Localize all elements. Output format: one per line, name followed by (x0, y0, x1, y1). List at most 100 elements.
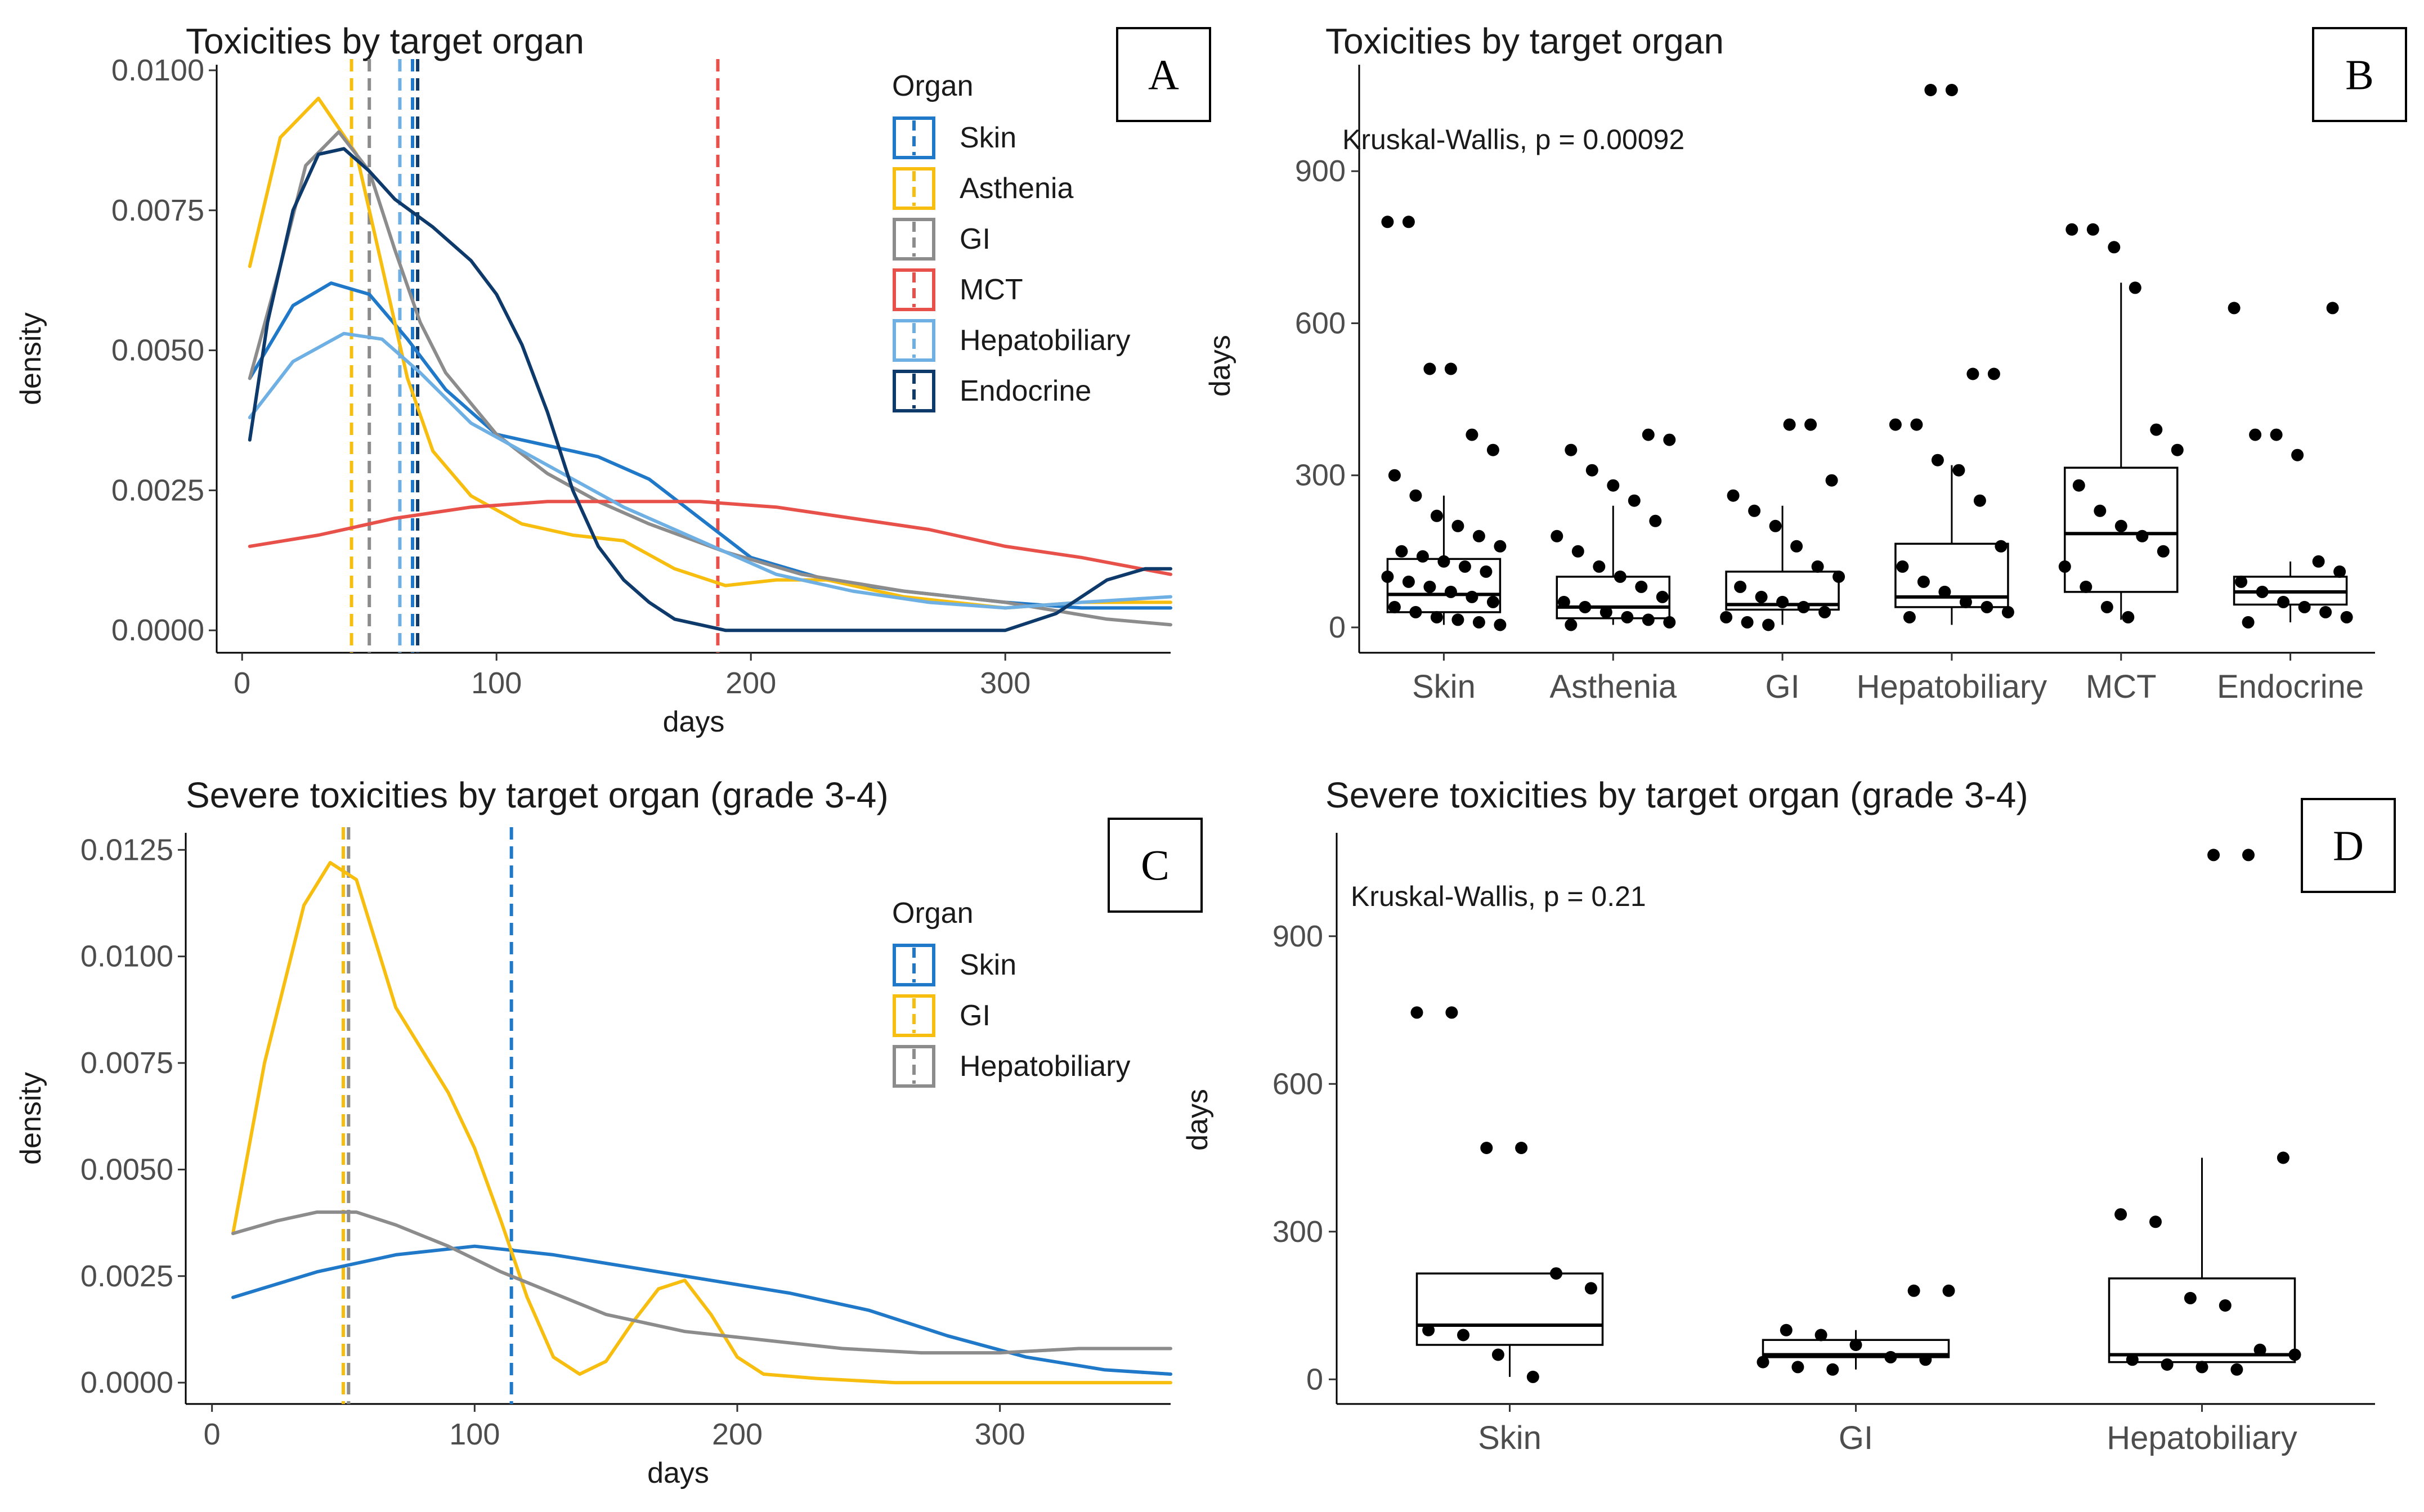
chart-title: Severe toxicities by target organ (grade… (1325, 775, 2028, 815)
data-point (1409, 605, 1422, 618)
data-point (1466, 428, 1478, 441)
data-point (1458, 560, 1471, 573)
legend-item-skin: Skin (893, 116, 1016, 159)
data-point (2270, 428, 2283, 441)
data-point (1931, 454, 1944, 466)
legend-label: Skin (960, 949, 1016, 981)
data-point (1526, 1370, 1539, 1383)
data-point (1642, 428, 1655, 441)
data-point (2114, 519, 2127, 532)
legend-item-mct: MCT (893, 268, 1023, 311)
data-point (1423, 362, 1436, 375)
data-point (1410, 1006, 1423, 1019)
y-tick-label: 0.0050 (111, 334, 204, 367)
panel-d: D Severe toxicities by target organ (grad… (1181, 775, 2396, 1456)
data-point (2129, 281, 2141, 294)
kruskal-wallis-annotation: Kruskal-Wallis, p = 0.00092 (1342, 124, 1684, 155)
data-point (2157, 545, 2170, 558)
data-point (2136, 530, 2149, 542)
legend-item-skin: Skin (893, 944, 1016, 986)
data-point (1423, 580, 1436, 593)
data-point (2094, 504, 2107, 517)
panel-label-box (1108, 818, 1203, 913)
box-endocrine: Endocrine (2217, 302, 2364, 705)
data-point (2230, 1363, 2243, 1376)
y-axis-label: density (15, 1072, 47, 1165)
data-point (2058, 560, 2071, 573)
data-point (1727, 489, 1740, 502)
data-point (2086, 223, 2099, 236)
data-point (1395, 545, 1408, 558)
data-point (1762, 618, 1775, 631)
data-point (1896, 560, 1909, 573)
data-point (1388, 600, 1401, 613)
data-point (1811, 560, 1824, 573)
box-iqr (1894, 542, 2009, 608)
data-point (2207, 849, 2220, 862)
data-point (2256, 585, 2269, 598)
box-iqr (2064, 466, 2179, 593)
data-point (2235, 575, 2248, 588)
data-point (2291, 448, 2304, 461)
data-point (1981, 600, 1993, 613)
data-point (2149, 1215, 2162, 1228)
y-axis-label: days (1181, 1089, 1214, 1151)
data-point (1422, 1323, 1435, 1336)
density-line-hepatobiliary (231, 1210, 1172, 1355)
x-category-label: Endocrine (2217, 668, 2364, 705)
data-point (1818, 605, 1831, 618)
x-tick-label: 100 (471, 666, 522, 700)
data-point (1884, 1351, 1897, 1363)
density-line-hepatobiliary (248, 331, 1172, 610)
data-point (1919, 1353, 1932, 1366)
legend-item-endocrine: Endocrine (893, 370, 1091, 412)
data-point (2298, 600, 2311, 613)
data-point (1416, 550, 1429, 563)
box-gi: GI (1757, 1284, 1955, 1456)
x-category-label: Hepatobiliary (2107, 1420, 2297, 1456)
x-category-label: Skin (1412, 668, 1476, 705)
panel-c: C Severe toxicities by target organ (grad… (15, 775, 1203, 1489)
panel-b: B Toxicities by target organ 0 300 600 900 day… (1204, 21, 2407, 705)
chart-title: Toxicities by target organ (186, 21, 584, 61)
data-point (1381, 570, 1394, 583)
legend-item-gi: GI (893, 218, 991, 261)
data-point (1942, 1284, 1955, 1297)
data-point (1565, 443, 1578, 456)
legend-item-asthenia: Asthenia (893, 167, 1073, 210)
panel-label-box (2312, 27, 2407, 122)
data-point (1628, 494, 1641, 507)
legend-item-gi: GI (893, 994, 991, 1037)
data-point (2228, 302, 2241, 315)
data-point (1938, 585, 1951, 598)
data-point (2001, 605, 2014, 618)
y-tick-label: 0.0075 (111, 194, 204, 227)
data-point (1849, 1339, 1862, 1351)
data-point (1480, 565, 1493, 578)
x-tick-label: 300 (980, 666, 1030, 700)
data-point (1571, 545, 1584, 558)
data-point (1663, 433, 1676, 446)
box-skin: Skin (1410, 1006, 1604, 1456)
data-point (1903, 611, 1916, 623)
data-point (1491, 1348, 1504, 1361)
box-gi: GI (1720, 418, 1845, 705)
legend-label: Hepatobiliary (960, 324, 1131, 357)
data-point (1557, 595, 1570, 608)
data-point (1825, 474, 1838, 487)
data-point (2126, 1353, 2139, 1366)
data-point (1973, 494, 1986, 507)
legend: Organ Skin GI Hepatobiliary (892, 897, 1131, 1088)
data-point (1472, 530, 1485, 542)
density-line-skin (231, 1244, 1172, 1376)
legend-label: Hepatobiliary (960, 1050, 1131, 1083)
data-point (2249, 428, 2262, 441)
y-axis-label: density (15, 312, 47, 405)
data-point (1889, 418, 1902, 431)
density-line-endocrine (248, 147, 1172, 632)
legend-item-hepatobiliary: Hepatobiliary (893, 319, 1131, 362)
data-point (1466, 590, 1478, 603)
legend-label: Skin (960, 122, 1016, 154)
data-point (2065, 223, 2078, 236)
panel-label: A (1148, 52, 1179, 99)
